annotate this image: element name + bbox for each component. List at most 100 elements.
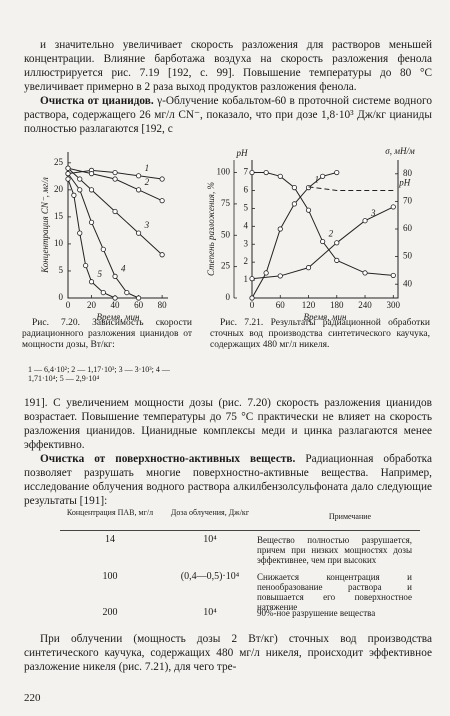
curve-label: 1 [315, 175, 320, 185]
bottom-text: При облучении (мощность дозы 2 Вт/кг) ст… [24, 632, 432, 674]
point [135, 295, 142, 301]
tick-label: 20 [87, 300, 97, 310]
tick-label: 240 [358, 300, 372, 310]
tick-label: 40 [111, 300, 121, 310]
paragraph: и значительно увеличивает скорость разло… [24, 39, 432, 93]
y-label: Степень разложения, % [206, 182, 216, 276]
tick-label: 75 [221, 198, 231, 208]
tick-label: 25 [54, 157, 64, 167]
point [112, 208, 118, 215]
tick-label: 100 [217, 167, 231, 177]
point [88, 219, 95, 225]
point [390, 272, 396, 279]
curve-label: pH [398, 178, 411, 188]
x-label: Время, мин [97, 312, 140, 322]
tick-label: 60 [276, 300, 286, 310]
tick-label: 15 [54, 211, 64, 221]
point [65, 176, 71, 182]
point [100, 289, 106, 296]
curve-label: 2 [329, 229, 334, 239]
y2-label: σ, мН/м [385, 146, 415, 156]
point [112, 295, 118, 301]
point [77, 176, 83, 182]
tick-label: 80 [158, 300, 168, 310]
point [159, 198, 165, 204]
legend-item: 5 — 2,9·10⁴ [59, 374, 100, 383]
mid-text: 191]. С увеличением мощности дозы (рис. … [24, 396, 432, 508]
tick-label: 5 [59, 265, 64, 275]
text: Радиационная обработка позволяет разруша… [24, 453, 433, 507]
point [320, 238, 326, 245]
rule [60, 530, 420, 531]
point [277, 226, 283, 232]
tick-label: 5 [244, 202, 249, 212]
tick-label: 0 [226, 292, 231, 302]
paragraph: При облучении (мощность дозы 2 Вт/кг) ст… [24, 633, 432, 673]
legend-item: 2 — 1,17·10³; [71, 365, 117, 374]
paragraph: Очистка от поверхностно-активных веществ… [24, 452, 432, 508]
tick-label: 20 [54, 184, 64, 194]
tick-label: 40 [403, 278, 413, 288]
legend-item: 4 — 1,71·10⁴; [28, 365, 170, 383]
paragraph: 191]. С увеличением мощности дозы (рис. … [24, 397, 432, 451]
table-header: Примечание [328, 512, 372, 521]
tick-label: 6 [244, 185, 249, 195]
point [65, 171, 71, 177]
axes [251, 160, 399, 299]
point [320, 173, 326, 179]
point [100, 246, 106, 252]
y-label: Концентрация CN⁻, мг/л [40, 177, 50, 274]
point [88, 279, 95, 285]
tick-label: 60 [134, 300, 144, 310]
legend-item: 3 — 3·10³; [118, 365, 154, 374]
table-header: Доза облучения, Дж/кг [170, 508, 250, 517]
ph-label: pH [236, 148, 249, 158]
curve [308, 186, 394, 191]
tick-label: 1 [244, 274, 249, 284]
curve [67, 167, 163, 256]
point [334, 240, 340, 246]
point [362, 218, 368, 224]
tick-label: 300 [387, 300, 401, 310]
top-text: и значительно увеличивает скорость разло… [24, 38, 432, 136]
point [112, 176, 118, 182]
tick-label: 70 [403, 195, 413, 205]
curve-label: 5 [98, 269, 103, 279]
point [305, 185, 312, 191]
point [277, 173, 283, 179]
tick-label: 3 [244, 238, 249, 248]
point [390, 204, 396, 210]
legend-item: 1 — 6,4·10²; [28, 365, 70, 374]
point [112, 169, 118, 176]
lead: Очистка от поверхностно-активных веществ… [40, 453, 296, 465]
point [112, 273, 118, 279]
tick-label: 60 [403, 223, 413, 233]
tick-label: 0 [250, 300, 255, 310]
point [77, 230, 83, 236]
point [249, 169, 255, 176]
cell: (0,4—0,5)·10⁴ [180, 571, 240, 582]
tick-label: 0 [66, 300, 71, 310]
tick-label: 2 [244, 256, 249, 266]
caption: Рис. 7.20. Зависимость скорости радиацио… [22, 318, 192, 350]
lead: Очистка от цианидов. [40, 95, 154, 107]
tick-label: 4 [244, 220, 249, 230]
point [88, 187, 95, 193]
point [135, 173, 142, 179]
cell: 90%-ное разрушение вещества [257, 608, 376, 618]
curve [67, 173, 139, 299]
caption: Рис. 7.21. Результаты радиационной обраб… [210, 318, 430, 350]
point [305, 207, 312, 213]
curve [251, 172, 337, 299]
point [263, 169, 269, 176]
tick-label: 50 [221, 229, 231, 239]
cell: 100 [102, 571, 118, 582]
point [135, 187, 142, 193]
tick-label: 25 [221, 261, 231, 271]
x-label: Время, мин [304, 312, 347, 322]
tick-label: 120 [302, 300, 316, 310]
point [159, 176, 165, 182]
point [124, 289, 130, 296]
tick-label: 180 [330, 300, 344, 310]
